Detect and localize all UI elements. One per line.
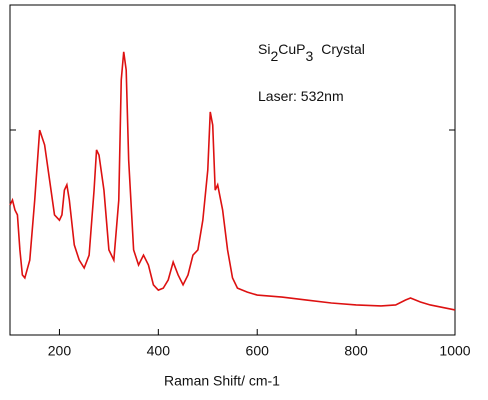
annotation-part: Crystal (321, 41, 365, 57)
x-axis-label: Raman Shift/ cm-1 (164, 373, 280, 389)
annotation-part: Laser: 532nm (258, 88, 344, 104)
plot-frame (9, 4, 456, 336)
x-tick-label: 400 (147, 343, 171, 359)
x-tick-label: 800 (344, 343, 368, 359)
spectrum-line (9, 51, 456, 311)
annotation-part: 2 (270, 48, 278, 64)
annotation: Laser: 532nm (258, 88, 344, 104)
annotation: Si2CuP3 Crystal (258, 41, 365, 64)
annotation-part: 3 (305, 48, 313, 64)
annotation-part: Si (258, 41, 270, 57)
x-tick-label: 200 (48, 343, 72, 359)
annotation-part: CuP (278, 41, 305, 57)
x-tick-label: 600 (246, 343, 270, 359)
x-tick-label: 1000 (439, 343, 470, 359)
